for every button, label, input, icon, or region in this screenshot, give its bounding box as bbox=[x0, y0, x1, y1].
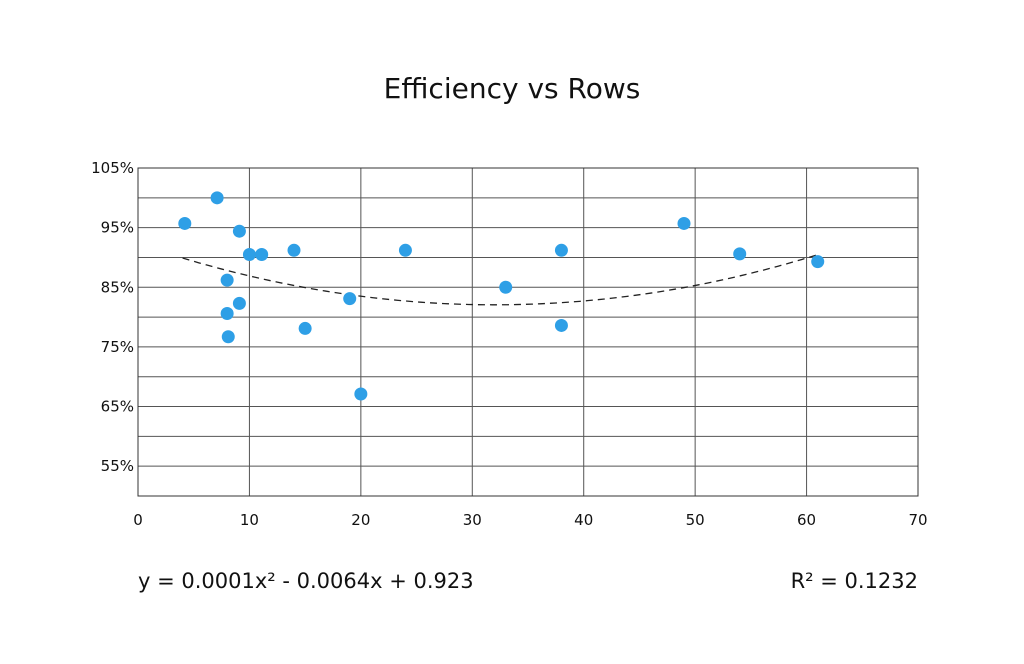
trendline-equation: y = 0.0001x² - 0.0064x + 0.923 bbox=[138, 569, 474, 593]
data-point bbox=[733, 247, 747, 261]
data-point bbox=[554, 243, 568, 257]
data-point bbox=[255, 247, 269, 261]
data-point bbox=[677, 216, 691, 230]
data-point bbox=[232, 224, 246, 238]
y-tick-label: 65% bbox=[101, 398, 134, 416]
data-point bbox=[221, 330, 235, 344]
plot-area bbox=[137, 167, 919, 497]
data-point bbox=[220, 273, 234, 287]
grid-layer bbox=[138, 168, 919, 496]
x-tick-label: 20 bbox=[351, 511, 370, 529]
data-point bbox=[398, 243, 412, 257]
y-axis: 55% 65% 75% 85% 95% 105% bbox=[91, 159, 134, 475]
trendline bbox=[182, 254, 818, 306]
chart-title: Efficiency vs Rows bbox=[384, 72, 641, 105]
r-squared-label: R² = 0.1232 bbox=[791, 569, 918, 593]
data-point bbox=[298, 321, 312, 335]
x-tick-label: 30 bbox=[463, 511, 482, 529]
data-point bbox=[499, 280, 513, 294]
y-tick-label: 105% bbox=[91, 159, 134, 177]
data-point bbox=[232, 296, 246, 310]
x-tick-label: 0 bbox=[133, 511, 143, 529]
x-axis: 0 10 20 30 40 50 60 70 bbox=[133, 511, 927, 529]
data-point bbox=[811, 255, 825, 269]
y-tick-label: 55% bbox=[101, 457, 134, 475]
x-tick-label: 40 bbox=[574, 511, 593, 529]
data-points bbox=[178, 191, 825, 401]
data-point bbox=[242, 247, 256, 261]
data-point bbox=[210, 191, 224, 205]
y-tick-label: 75% bbox=[101, 338, 134, 356]
data-point bbox=[554, 318, 568, 332]
x-tick-label: 70 bbox=[908, 511, 927, 529]
data-point bbox=[287, 243, 301, 257]
x-tick-label: 60 bbox=[797, 511, 816, 529]
y-tick-label: 85% bbox=[101, 278, 134, 296]
data-point bbox=[178, 216, 192, 230]
data-point bbox=[343, 292, 357, 306]
data-point bbox=[220, 307, 234, 321]
x-tick-label: 10 bbox=[240, 511, 259, 529]
x-tick-label: 50 bbox=[686, 511, 705, 529]
data-point bbox=[354, 387, 368, 401]
y-tick-label: 95% bbox=[101, 219, 134, 237]
